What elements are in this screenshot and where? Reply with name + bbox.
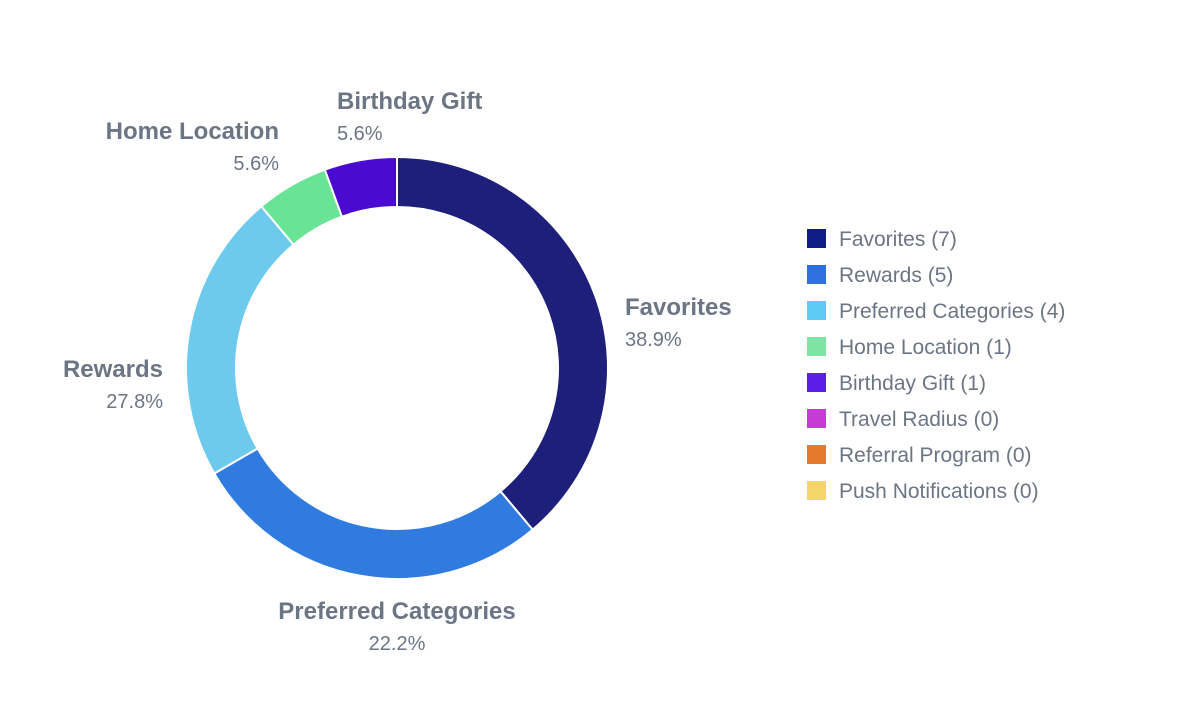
slice-label-rewards: Rewards: [63, 356, 163, 383]
slice-labels: Favorites 38.9% Rewards 27.8% Preferred Cate…: [63, 88, 732, 655]
legend-label: Favorites (7): [839, 228, 957, 251]
slice-percent-birthday-gift: 5.6%: [337, 123, 383, 145]
legend-label: Birthday Gift (1): [839, 372, 986, 395]
slice-percent-preferred-categories: 22.2%: [369, 633, 426, 655]
legend-item-birthday-gift-1[interactable]: Birthday Gift (1): [807, 372, 986, 395]
slice-birthday-gift[interactable]: [323, 155, 398, 218]
legend-item-travel-radius-0[interactable]: Travel Radius (0): [807, 408, 999, 431]
slice-label-favorites: Favorites: [625, 294, 732, 321]
legend-label: Referral Program (0): [839, 444, 1032, 467]
legend-item-push-notifications-0[interactable]: Push Notifications (0): [807, 480, 1039, 503]
slice-preferred-categories[interactable]: [185, 204, 295, 475]
legend-label: Home Location (1): [839, 336, 1012, 359]
legend-swatch: [807, 409, 826, 428]
slice-rewards[interactable]: [212, 447, 535, 580]
legend-label: Preferred Categories (4): [839, 300, 1065, 323]
legend-item-rewards-5[interactable]: Rewards (5): [807, 264, 953, 287]
legend-item-preferred-categories-4[interactable]: Preferred Categories (4): [807, 300, 1065, 323]
legend-swatch: [807, 373, 826, 392]
legend-swatch: [807, 337, 826, 356]
slice-label-birthday-gift: Birthday Gift: [337, 88, 482, 115]
slice-favorites[interactable]: [396, 155, 609, 532]
legend-swatch: [807, 265, 826, 284]
legend-swatch: [807, 301, 826, 320]
slice-percent-favorites: 38.9%: [625, 329, 682, 351]
donut-slices: [185, 155, 609, 580]
slice-percent-rewards: 27.8%: [106, 391, 163, 413]
slice-label-preferred-categories: Preferred Categories: [278, 598, 515, 625]
legend-swatch: [807, 229, 826, 248]
legend-label: Travel Radius (0): [839, 408, 999, 431]
legend-item-referral-program-0[interactable]: Referral Program (0): [807, 444, 1032, 467]
legend-item-favorites-7[interactable]: Favorites (7): [807, 228, 957, 251]
slice-percent-home-location: 5.6%: [233, 153, 279, 175]
legend: Favorites (7) Rewards (5) Preferred Catego…: [807, 228, 1065, 503]
legend-label: Push Notifications (0): [839, 480, 1039, 503]
legend-swatch: [807, 481, 826, 500]
legend-item-home-location-1[interactable]: Home Location (1): [807, 336, 1012, 359]
slice-label-home-location: Home Location: [106, 118, 279, 145]
legend-label: Rewards (5): [839, 264, 953, 287]
legend-swatch: [807, 445, 826, 464]
